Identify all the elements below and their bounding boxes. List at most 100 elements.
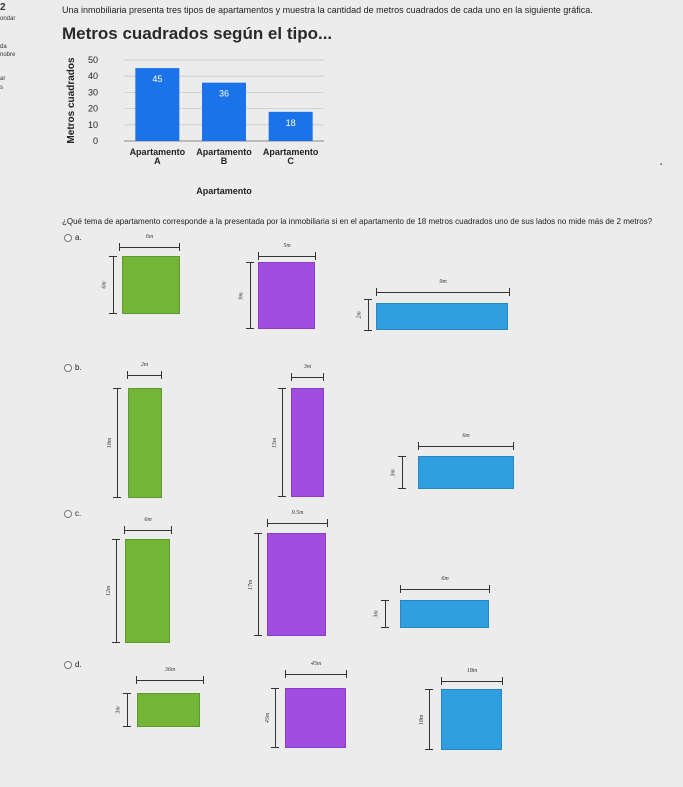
left-sidebar: 2 ondar da nobre ar s xyxy=(0,0,56,110)
dim-label: 9m xyxy=(438,279,448,285)
d-green-rect xyxy=(137,693,200,727)
dim-label: 45m xyxy=(309,661,323,667)
a-purple-rect xyxy=(258,262,315,329)
category-label: Apartamento xyxy=(263,147,319,157)
b-blue-rect xyxy=(418,456,514,489)
bar xyxy=(268,111,313,141)
y-tick-label: 30 xyxy=(88,87,98,97)
sidebar-label: ondar xyxy=(0,16,16,22)
option-d-radio[interactable] xyxy=(64,660,72,669)
stray-mark: ▪ xyxy=(660,162,663,168)
sidebar-label: ar xyxy=(0,76,6,82)
d-purple-top-dim: 45m xyxy=(285,661,347,678)
y-tick-label: 10 xyxy=(88,120,98,130)
option-c-radio[interactable] xyxy=(64,509,72,518)
d-green-side-dim: 3m xyxy=(116,693,131,727)
dim-label: 12m xyxy=(106,585,113,597)
a-purple-side-dim: 9m xyxy=(239,262,254,329)
question-text: ¿Qué tema de apartamento corresponde a l… xyxy=(62,217,653,226)
b-purple-rect xyxy=(291,388,324,497)
d-blue-rect xyxy=(441,689,502,750)
a-blue-side-dim: 2m xyxy=(357,299,372,331)
b-green-rect xyxy=(128,388,162,498)
data-label: 45 xyxy=(152,74,162,84)
dim-label: 2m xyxy=(139,362,150,368)
dim-label: 6m xyxy=(143,517,153,523)
sidebar-label: s xyxy=(0,85,3,91)
y-tick-label: 50 xyxy=(88,55,98,65)
chart-svg: 0 10 20 30 40 50 Metros cuadrados 45 Apartamento… xyxy=(66,55,324,196)
b-purple-top-dim: 3m xyxy=(291,364,324,381)
dim-label: 15m xyxy=(272,437,279,448)
dim-label: 3m xyxy=(302,364,313,370)
y-tick-label: 20 xyxy=(88,104,98,114)
b-purple-side-dim: 15m xyxy=(272,388,286,497)
dim-label: 9m xyxy=(238,291,245,300)
chart-title: Metros cuadrados según el tipo... xyxy=(62,24,333,43)
b-green-side-dim: 18m xyxy=(107,388,121,498)
b-blue-side-dim: 3m xyxy=(391,456,406,489)
intro-text: Una inmobiliaria presenta tres tipos de … xyxy=(62,5,593,15)
option-c[interactable]: c. xyxy=(64,509,81,518)
c-blue-side-dim: 3m xyxy=(374,600,389,628)
dim-label: 3m xyxy=(115,706,122,714)
c-blue-top-dim: 6m xyxy=(400,576,490,593)
option-a[interactable]: a. xyxy=(64,233,82,242)
d-purple-side-dim: 45m xyxy=(265,688,279,748)
option-b-radio[interactable] xyxy=(64,363,72,372)
a-green-top-dim: 6m xyxy=(119,234,180,251)
option-b[interactable]: b. xyxy=(64,363,82,372)
data-label: 36 xyxy=(219,89,229,99)
a-blue-top-dim: 9m xyxy=(376,279,510,296)
a-blue-rect xyxy=(376,303,508,330)
dim-label: 2m xyxy=(356,311,363,319)
dim-label: 3m xyxy=(373,610,380,618)
sidebar-label: nobre xyxy=(0,52,16,58)
c-purple-rect xyxy=(267,533,326,636)
option-a-radio[interactable] xyxy=(64,233,72,242)
dim-label: 3m xyxy=(390,468,397,477)
dim-label: 18m xyxy=(465,668,479,674)
bar xyxy=(202,82,246,141)
x-axis-label: Apartamento xyxy=(196,186,252,196)
y-tick-label: 0 xyxy=(93,136,98,146)
dim-label: 9.5m xyxy=(290,510,305,516)
c-blue-rect xyxy=(400,600,489,628)
dim-label: 6m xyxy=(440,576,450,582)
sidebar-label: da xyxy=(0,44,7,50)
category-label: B xyxy=(221,156,228,166)
dim-label: 17m xyxy=(248,579,255,590)
category-label: Apartamento xyxy=(130,147,186,157)
d-blue-side-dim: 18m xyxy=(419,689,433,750)
c-green-side-dim: 12m xyxy=(106,539,120,643)
bar xyxy=(135,68,180,141)
c-green-top-dim: 6m xyxy=(124,517,172,534)
category-label: C xyxy=(287,156,294,166)
option-a-label: a. xyxy=(75,233,82,242)
category-label: Apartamento xyxy=(196,147,252,157)
option-b-label: b. xyxy=(75,363,82,372)
c-purple-top-dim: 9.5m xyxy=(267,510,328,527)
bar-chart: Metros cuadrados según el tipo... 0 10 20 3… xyxy=(62,24,342,200)
category-label: A xyxy=(154,156,161,166)
dim-label: 6m xyxy=(144,234,155,240)
option-d[interactable]: d. xyxy=(64,660,82,669)
dim-label: 18m xyxy=(419,714,426,725)
c-purple-side-dim: 17m xyxy=(248,533,262,636)
c-green-rect xyxy=(125,539,170,643)
a-purple-top-dim: 5m xyxy=(258,243,316,260)
dim-label: 18m xyxy=(107,437,114,449)
b-green-top-dim: 2m xyxy=(127,362,162,379)
b-blue-top-dim: 6m xyxy=(418,433,514,450)
data-label: 18 xyxy=(286,118,296,128)
d-purple-rect xyxy=(285,688,346,748)
d-green-top-dim: 36m xyxy=(136,667,204,684)
a-green-side-dim: 6m xyxy=(102,256,117,314)
a-green-rect xyxy=(122,256,180,314)
dim-label: 45m xyxy=(265,712,272,724)
y-tick-label: 40 xyxy=(88,71,98,81)
question-number: 2 xyxy=(0,2,6,13)
option-d-label: d. xyxy=(75,660,82,669)
dim-label: 6m xyxy=(461,433,471,439)
option-c-label: c. xyxy=(75,509,82,518)
